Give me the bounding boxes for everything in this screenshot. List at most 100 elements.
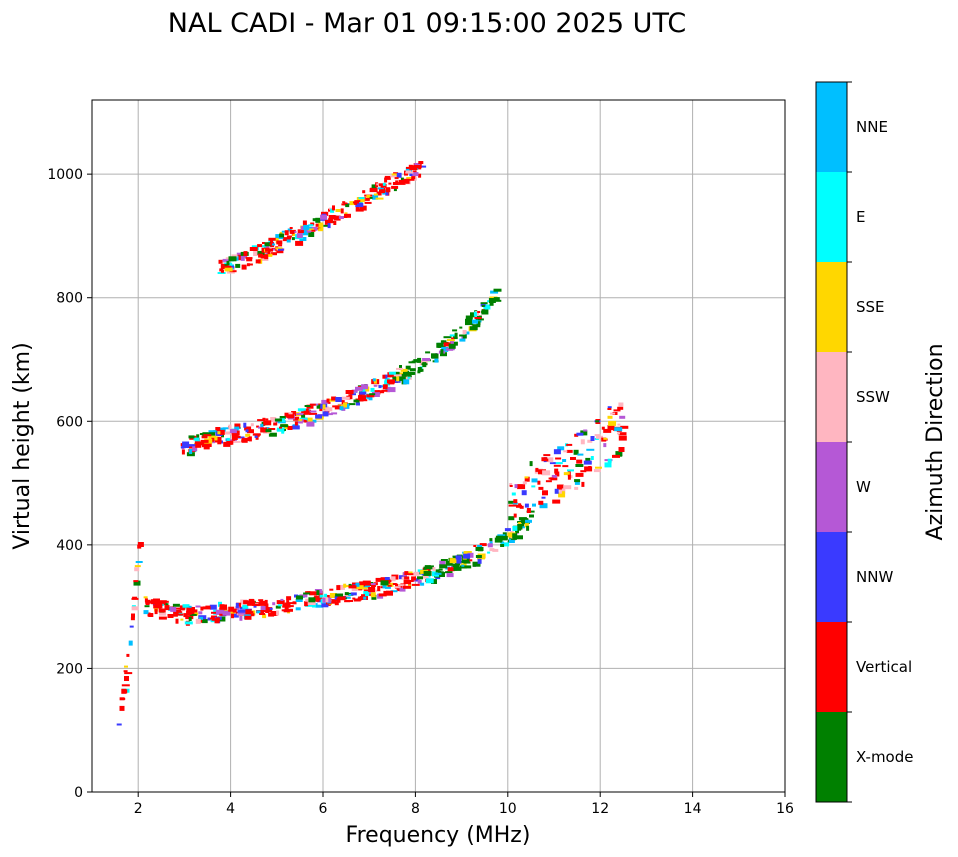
- echo-cell: [434, 572, 442, 575]
- echo-cell: [287, 426, 293, 430]
- echo-cell: [385, 176, 390, 179]
- echo-cell: [434, 358, 439, 363]
- echo-cell: [574, 479, 581, 483]
- echo-cell: [257, 419, 266, 422]
- echo-cell: [291, 230, 295, 235]
- echo-cell: [475, 555, 482, 558]
- echo-cell: [518, 503, 522, 506]
- x-tick-label: 4: [226, 801, 235, 817]
- echo-cell: [509, 485, 513, 487]
- echo-cell: [292, 231, 297, 233]
- echo-cell: [580, 470, 587, 473]
- echo-cell: [487, 543, 493, 548]
- echo-cell: [217, 436, 222, 442]
- echo-cell: [263, 420, 272, 426]
- echo-cell: [356, 197, 365, 203]
- echo-cell: [373, 384, 377, 387]
- y-tick-label: 1000: [47, 167, 83, 183]
- echo-cell: [315, 223, 319, 227]
- echo-cell: [463, 561, 471, 564]
- echo-cell: [229, 429, 237, 434]
- echo-cell: [410, 371, 416, 375]
- echo-cell: [361, 384, 369, 390]
- echo-cell: [224, 267, 233, 272]
- echo-cell: [376, 183, 380, 186]
- echo-cell: [617, 432, 620, 435]
- echo-cell: [411, 176, 416, 180]
- echo-cell: [268, 612, 275, 617]
- echo-cell: [303, 592, 311, 595]
- echo-cell: [294, 421, 298, 426]
- echo-cell: [529, 461, 533, 467]
- echo-cell: [280, 598, 284, 601]
- echo-cell: [275, 605, 281, 609]
- echo-cell: [344, 592, 349, 596]
- echo-cell: [400, 177, 404, 181]
- echo-cell: [391, 173, 397, 177]
- echo-cell: [351, 588, 358, 592]
- echo-cell: [366, 194, 371, 200]
- echo-cell: [322, 411, 329, 417]
- echo-cell: [353, 598, 361, 602]
- echo-cell: [262, 417, 266, 420]
- echo-cell: [372, 194, 379, 200]
- echo-cell: [607, 408, 612, 410]
- echo-cell: [358, 596, 362, 601]
- echo-cell: [284, 412, 289, 418]
- echo-cell: [370, 585, 376, 587]
- echo-cell: [361, 594, 365, 597]
- echo-cell: [178, 607, 186, 610]
- echo-cell: [492, 548, 499, 552]
- echo-cell: [264, 607, 270, 611]
- echo-cell: [186, 452, 195, 457]
- echo-cell: [249, 613, 255, 617]
- y-axis-ticks: 0 200 400 600 800 1000: [47, 167, 92, 801]
- colorbar-label: Vertical: [856, 658, 912, 676]
- echo-cell: [237, 612, 246, 615]
- echo-cell: [452, 329, 458, 332]
- echo-cell: [537, 480, 541, 485]
- echo-cell: [390, 175, 397, 178]
- echo-cell: [335, 397, 343, 402]
- echo-cell: [343, 202, 348, 206]
- echo-cell: [278, 244, 283, 247]
- echo-cell: [377, 586, 381, 591]
- echo-cell: [272, 243, 276, 246]
- echo-cell: [307, 417, 313, 422]
- echo-cell: [228, 606, 235, 612]
- echo-cell: [380, 189, 384, 194]
- echo-cell: [371, 594, 377, 600]
- echo-cell: [306, 228, 311, 233]
- echo-cell: [254, 434, 258, 438]
- echo-cell: [343, 583, 347, 588]
- echo-cell: [370, 387, 375, 392]
- echo-cell: [441, 346, 449, 352]
- echo-cell: [368, 587, 376, 592]
- echo-cell: [284, 607, 289, 610]
- echo-cell: [439, 560, 446, 566]
- echo-cell: [262, 242, 265, 244]
- echo-cell: [161, 600, 169, 603]
- x-tick-label: 16: [776, 801, 794, 817]
- echo-cell: [408, 573, 416, 576]
- echo-cell: [365, 197, 370, 201]
- echo-cell: [603, 437, 608, 440]
- echo-cell: [403, 379, 410, 385]
- echo-cell: [509, 483, 513, 486]
- echo-cell: [252, 433, 261, 436]
- colorbar-label: SSW: [856, 388, 890, 406]
- colorbar-label: SSE: [856, 298, 885, 316]
- echo-cell: [175, 618, 179, 624]
- echo-cell: [211, 611, 216, 614]
- echo-cell: [279, 416, 286, 419]
- echo-cell: [353, 201, 359, 204]
- echo-cell: [228, 424, 232, 430]
- echo-cell: [576, 432, 584, 436]
- echo-cell: [268, 253, 273, 256]
- echo-cell: [588, 466, 592, 471]
- echo-cell: [383, 375, 392, 378]
- echo-cell: [501, 542, 510, 547]
- echo-cell: [385, 192, 389, 196]
- echo-cell: [224, 431, 232, 435]
- echo-cell: [508, 500, 515, 504]
